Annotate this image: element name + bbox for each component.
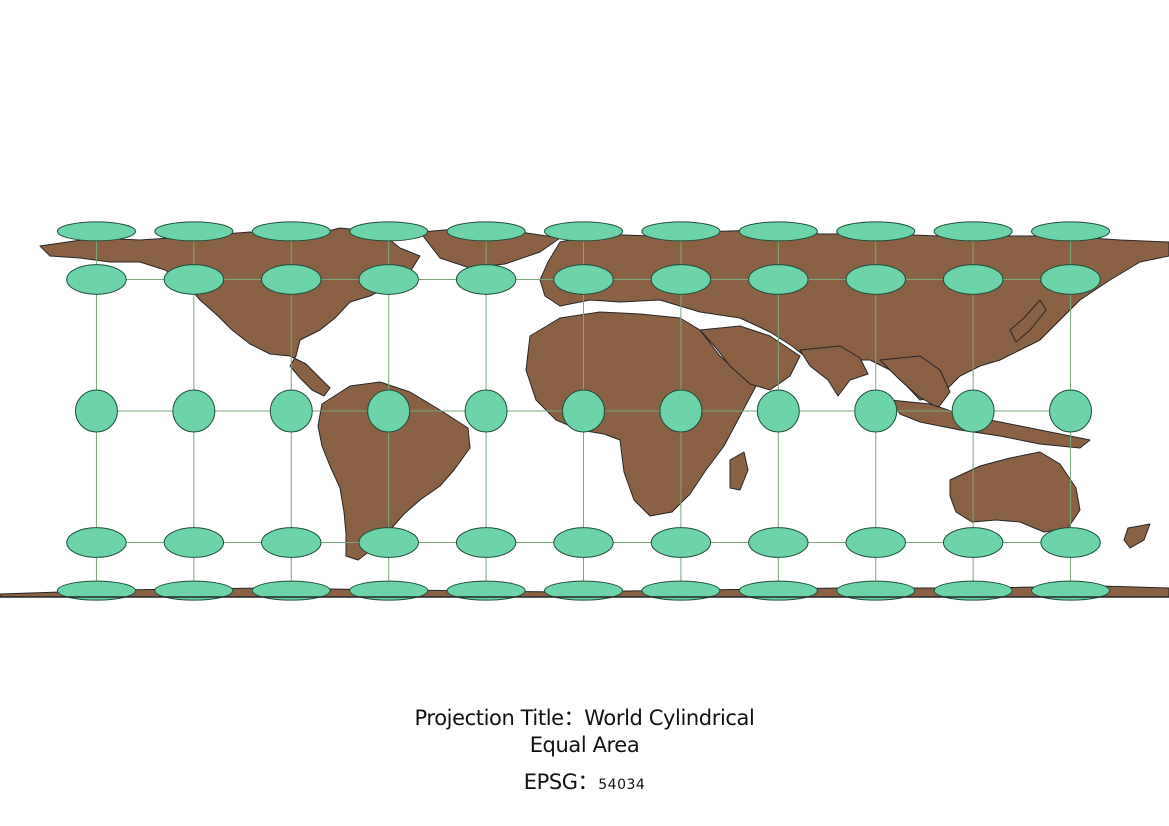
tissot-indicatrix-layer — [56, 221, 1111, 601]
australia-landmass — [949, 451, 1081, 533]
tissot-indicatrix — [738, 221, 818, 242]
tissot-indicatrix — [455, 264, 517, 295]
tissot-indicatrix — [933, 221, 1013, 242]
tissot-indicatrix — [553, 527, 614, 558]
tissot-indicatrix — [464, 389, 508, 433]
tissot-indicatrix — [836, 580, 916, 601]
tissot-indicatrix — [261, 527, 322, 558]
tissot-indicatrix — [56, 580, 136, 601]
tissot-indicatrix — [446, 580, 526, 601]
tissot-indicatrix — [251, 580, 331, 601]
tissot-indicatrix — [163, 264, 225, 295]
new-zealand-landmass — [1123, 523, 1151, 549]
tissot-indicatrix — [154, 580, 234, 601]
tissot-indicatrix — [942, 264, 1004, 295]
tissot-indicatrix — [1040, 264, 1101, 295]
projection-name-part2: Equal Area — [529, 733, 640, 757]
tissot-indicatrix — [836, 221, 916, 242]
southeast-asia-landmass — [879, 355, 951, 409]
south-america-landmass — [317, 381, 471, 561]
tissot-indicatrix — [845, 264, 906, 295]
tissot-indicatrix — [163, 527, 225, 558]
epsg-label: EPSG： — [523, 770, 599, 794]
arabia-landmass — [699, 325, 801, 391]
tissot-indicatrix — [358, 264, 419, 295]
tissot-indicatrix — [845, 527, 906, 558]
tissot-indicatrix — [367, 389, 411, 433]
projection-title-caption: Projection Title：World Cylindrical — [0, 702, 1169, 732]
tissot-indicatrix — [544, 580, 623, 601]
tissot-indicatrix — [641, 221, 721, 242]
tissot-indicatrix — [261, 264, 322, 295]
tissot-indicatrix — [933, 580, 1013, 601]
tissot-indicatrix — [455, 527, 517, 558]
tissot-indicatrix — [544, 221, 623, 242]
tissot-indicatrix — [56, 221, 136, 242]
tissot-indicatrix — [748, 527, 809, 558]
tissot-indicatrix — [650, 527, 712, 558]
tissot-indicatrix — [942, 527, 1004, 558]
epsg-code: 54034 — [598, 777, 646, 793]
tissot-indicatrix — [650, 264, 712, 295]
projection-name-part1: World Cylindrical — [584, 706, 755, 730]
tissot-indicatrix — [154, 221, 234, 242]
north-america-landmass — [39, 227, 421, 397]
tissot-indicatrix — [1040, 527, 1101, 558]
tissot-indicatrix — [553, 264, 614, 295]
tissot-indicatrix — [269, 389, 313, 433]
tissot-indicatrix — [1049, 389, 1093, 433]
tissot-indicatrix — [74, 389, 118, 433]
projection-name-caption: Equal Area — [0, 733, 1169, 757]
tissot-indicatrix — [1031, 580, 1111, 601]
epsg-caption: EPSG：54034 — [0, 766, 1169, 796]
tissot-indicatrix — [659, 389, 703, 433]
tissot-indicatrix — [349, 221, 429, 242]
tissot-indicatrix — [358, 527, 419, 558]
tissot-indicatrix — [951, 389, 995, 433]
tissot-indicatrix — [172, 389, 216, 433]
tissot-indicatrix — [1031, 221, 1111, 242]
projection-title-label: Projection Title： — [414, 706, 585, 730]
tissot-indicatrix — [738, 580, 818, 601]
tissot-indicatrix — [756, 389, 800, 433]
tissot-indicatrix — [349, 580, 429, 601]
india-landmass — [799, 345, 869, 397]
tissot-indicatrix — [854, 389, 898, 433]
tissot-indicatrix — [562, 389, 605, 433]
japan-landmass — [1009, 299, 1047, 343]
tissot-indicatrix — [641, 580, 721, 601]
tissot-indicatrix — [251, 221, 331, 242]
tissot-indicatrix — [446, 221, 526, 242]
madagascar-landmass — [729, 451, 749, 491]
tissot-indicatrix — [66, 264, 127, 295]
tissot-indicatrix — [748, 264, 809, 295]
tissot-indicatrix — [66, 527, 127, 558]
